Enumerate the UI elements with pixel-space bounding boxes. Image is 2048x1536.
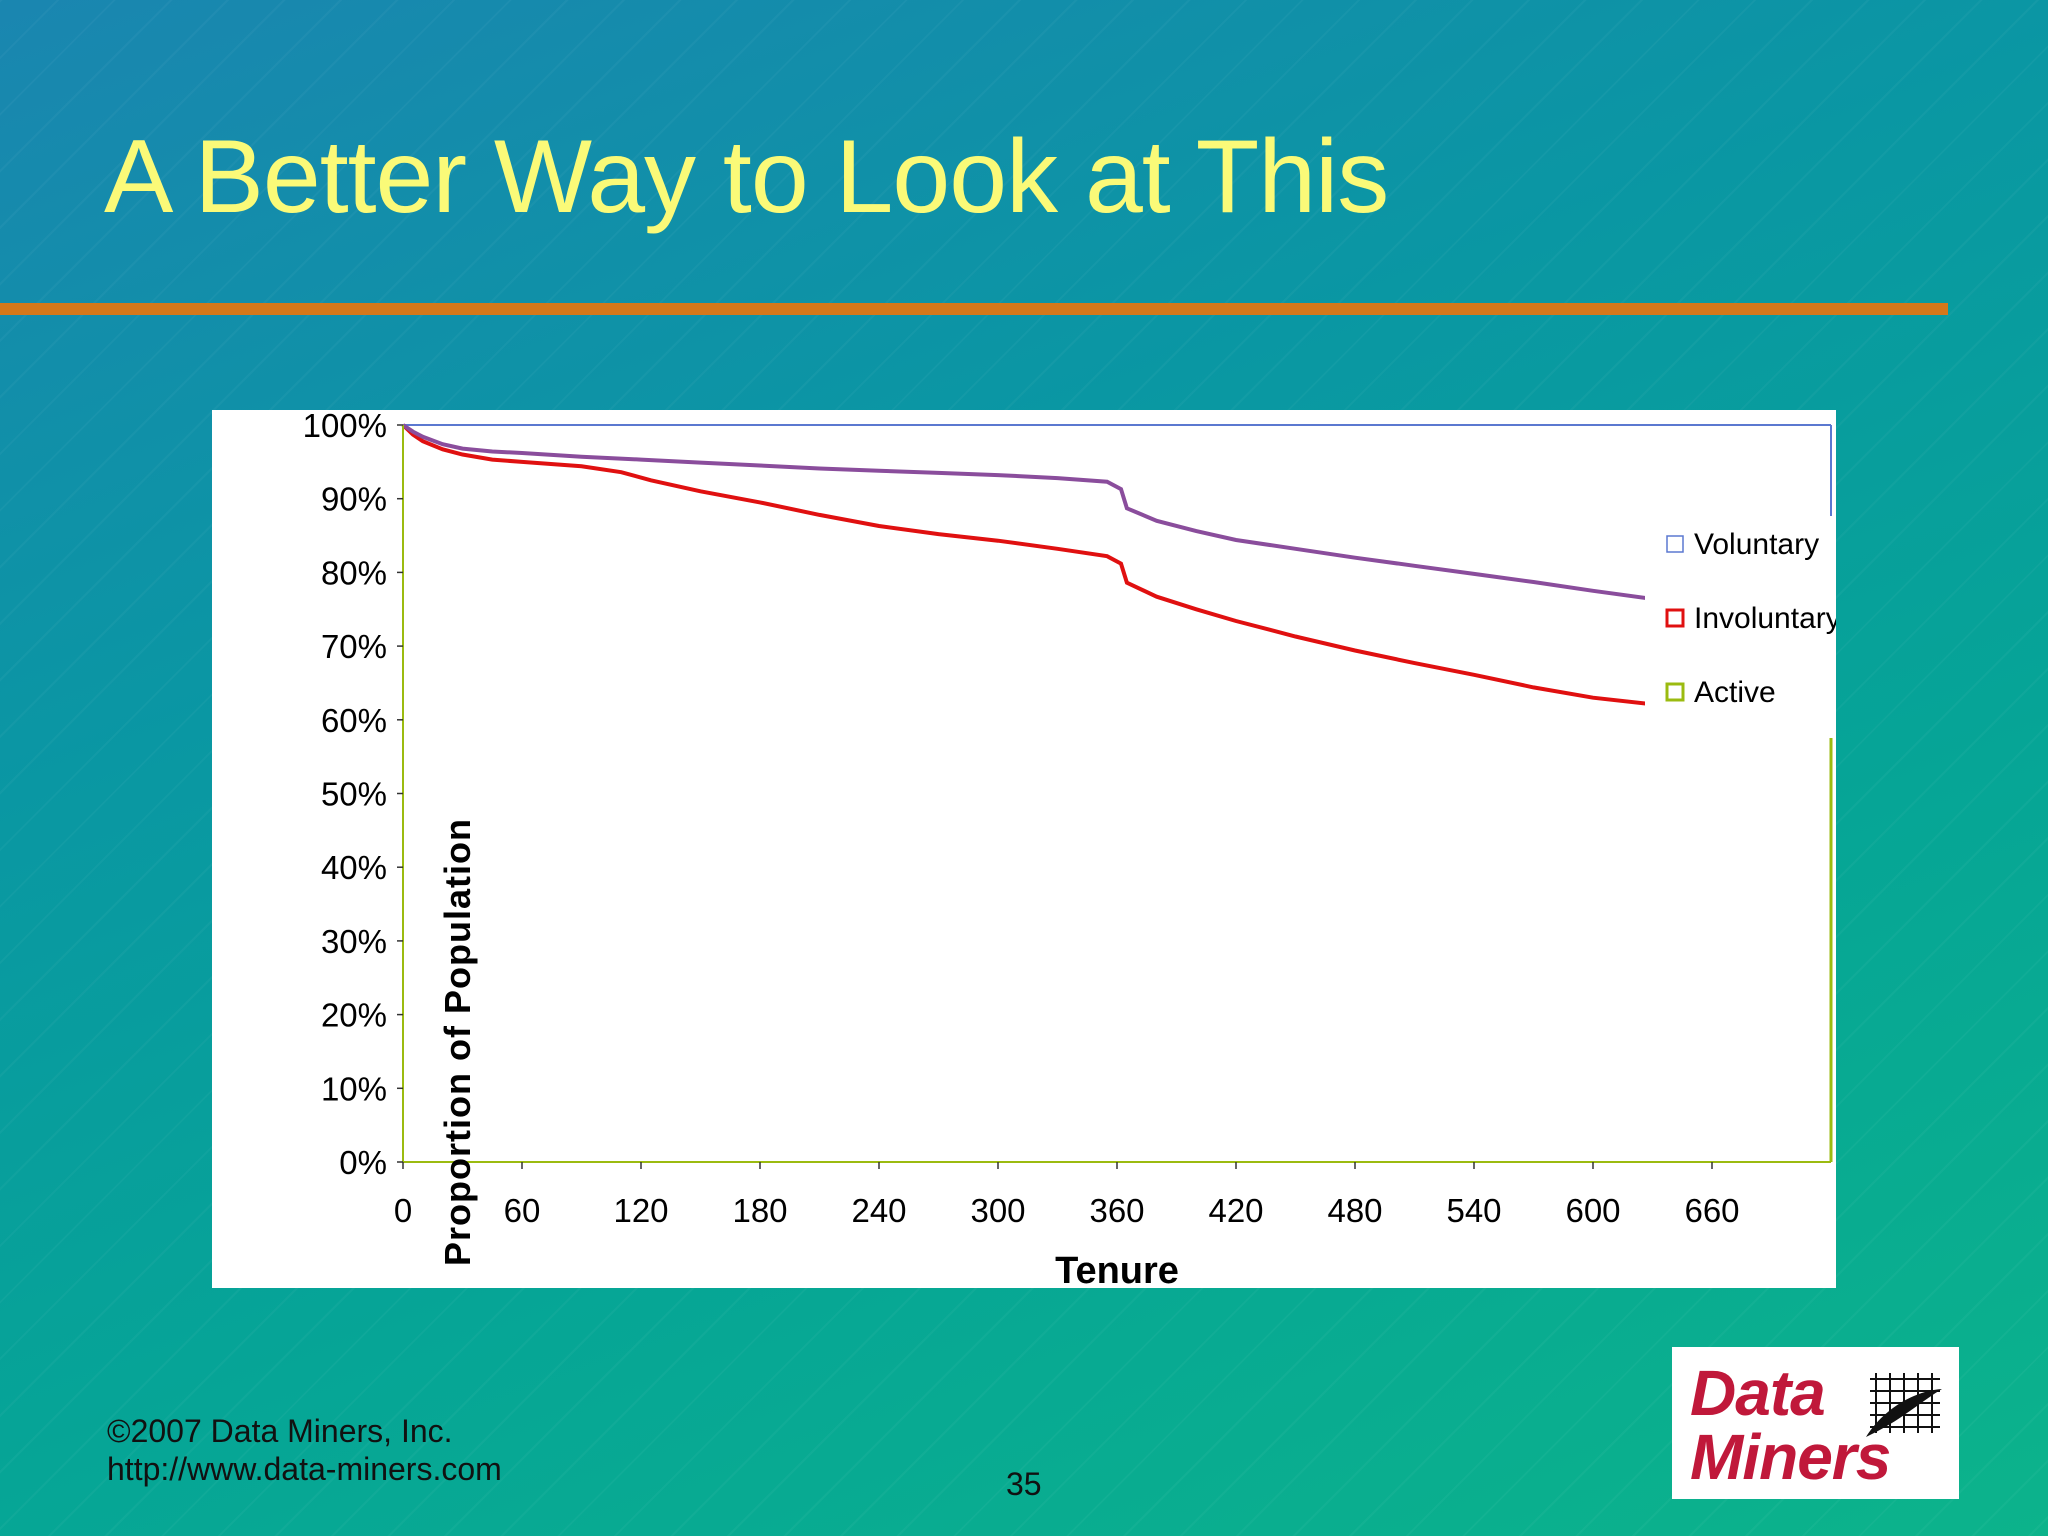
x-tick-label: 360	[1089, 1192, 1144, 1229]
y-tick-label: 90%	[321, 481, 387, 518]
y-tick-label: 20%	[321, 997, 387, 1034]
x-tick-label: 240	[851, 1192, 906, 1229]
y-tick-label: 100%	[303, 410, 387, 444]
footer-copyright: ©2007 Data Miners, Inc.	[107, 1413, 453, 1449]
page-number: 35	[1006, 1466, 1042, 1502]
data-miners-logo: Data Miners	[1672, 1347, 1959, 1499]
x-tick-label: 540	[1446, 1192, 1501, 1229]
logo-text-miners: Miners	[1690, 1421, 1891, 1493]
series-3-line	[401, 423, 1830, 622]
plot-layer	[401, 423, 1833, 1163]
voluntary-legend-swatch	[1666, 535, 1684, 553]
x-tick-label: 660	[1684, 1192, 1739, 1229]
x-tick-label: 300	[970, 1192, 1025, 1229]
involuntary-legend-swatch	[1665, 608, 1685, 628]
x-axis-label: Tenure	[1055, 1250, 1179, 1288]
x-tick-label: 0	[394, 1192, 412, 1229]
x-tick-label: 600	[1565, 1192, 1620, 1229]
chart-legend: Voluntary Involuntary Active	[1645, 516, 1836, 738]
x-tick-label: 120	[613, 1192, 668, 1229]
y-tick-label: 30%	[321, 923, 387, 960]
active-legend-swatch	[1665, 682, 1685, 702]
title-divider	[0, 303, 1948, 315]
y-tick-label: 50%	[321, 776, 387, 813]
y-tick-label: 0%	[339, 1144, 387, 1181]
y-tick-label: 80%	[321, 554, 387, 591]
logo-quill-icon	[1866, 1373, 1942, 1437]
footer-url[interactable]: http://www.data-miners.com	[107, 1451, 502, 1487]
active-legend-label: Active	[1694, 676, 1776, 709]
y-axis-label: Proportion of Population	[437, 818, 478, 1266]
involuntary-legend-label: Involuntary	[1694, 602, 1836, 635]
voluntary-legend-label: Voluntary	[1694, 528, 1819, 561]
x-tick-label: 180	[732, 1192, 787, 1229]
y-tick-label: 70%	[321, 628, 387, 665]
axis-layer: 0% 10% 20% 30% 40% 50% 60% 70% 80% 90% 100% 0 60 120 1…	[303, 410, 1831, 1229]
y-tick-label: 10%	[321, 1070, 387, 1107]
involuntary-line	[401, 423, 1830, 732]
chart-panel: 0% 10% 20% 30% 40% 50% 60% 70% 80% 90% 100% 0 60 120 1…	[212, 410, 1836, 1288]
slide-title: A Better Way to Look at This	[104, 119, 1389, 235]
survival-chart: 0% 10% 20% 30% 40% 50% 60% 70% 80% 90% 100% 0 60 120 1…	[303, 410, 1836, 1288]
logo-text-data: Data	[1690, 1357, 1826, 1429]
y-tick-label: 60%	[321, 702, 387, 739]
x-tick-label: 480	[1327, 1192, 1382, 1229]
y-tick-label: 40%	[321, 849, 387, 886]
footer: ©2007 Data Miners, Inc. http://www.data-…	[107, 1412, 502, 1488]
x-tick-label: 60	[504, 1192, 541, 1229]
x-tick-label: 420	[1208, 1192, 1263, 1229]
